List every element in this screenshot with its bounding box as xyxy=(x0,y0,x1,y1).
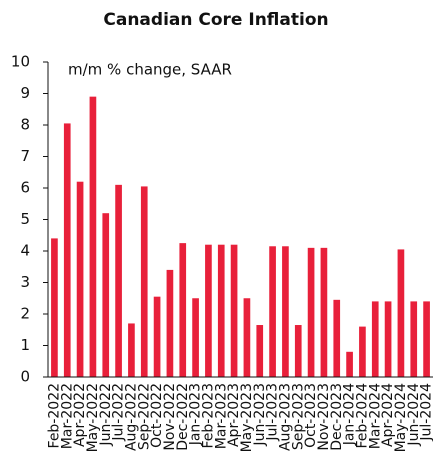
x-tick-label: Aug-2022 xyxy=(123,383,139,451)
x-tick-label: Mar-2022 xyxy=(59,383,75,449)
y-tick-label: 1 xyxy=(20,336,30,354)
x-tick-label: Apr-2024 xyxy=(380,383,396,447)
x-tick-label: Jun-2022 xyxy=(98,383,114,447)
bar xyxy=(205,244,212,377)
bar xyxy=(423,301,430,377)
bar xyxy=(128,323,135,377)
x-tick-label: Jul-2022 xyxy=(111,383,127,442)
x-tick-label: Feb-2023 xyxy=(200,383,216,448)
bar xyxy=(307,247,315,377)
bar xyxy=(294,325,302,377)
bar xyxy=(346,351,353,377)
bar xyxy=(217,244,225,377)
bar xyxy=(115,184,122,377)
y-tick-label: 3 xyxy=(20,273,30,291)
y-tick-label: 8 xyxy=(20,116,30,134)
y-tick-label: 2 xyxy=(20,305,30,323)
bar xyxy=(397,249,405,377)
bar xyxy=(410,301,418,377)
y-tick-label: 9 xyxy=(20,84,30,102)
bar xyxy=(51,238,58,377)
bar xyxy=(192,298,199,377)
bar xyxy=(282,246,289,377)
x-tick-label: Nov-2022 xyxy=(162,383,178,451)
bar xyxy=(166,269,174,377)
x-tick-label: Dec-2023 xyxy=(329,383,345,451)
bar xyxy=(359,326,366,377)
bar xyxy=(256,325,264,377)
x-tick-label: Jun-2023 xyxy=(252,383,268,447)
bar xyxy=(63,123,71,377)
y-tick-label: 4 xyxy=(20,242,30,260)
x-tick-label: May-2022 xyxy=(85,383,101,452)
x-tick-label: Jul-2024 xyxy=(419,383,433,442)
bar xyxy=(371,301,379,377)
bar xyxy=(140,186,148,377)
x-tick-label: Feb-2022 xyxy=(46,383,62,448)
x-tick-label: Dec-2022 xyxy=(175,383,191,451)
x-tick-label: Jun-2024 xyxy=(406,383,422,447)
chart-title: Canadian Core Inflation xyxy=(103,10,328,30)
x-tick-label: Oct-2022 xyxy=(149,383,165,448)
x-tick-label: Mar-2023 xyxy=(213,383,229,449)
bar xyxy=(243,298,251,377)
x-tick-label: Aug-2023 xyxy=(277,383,293,451)
x-tick-label: May-2024 xyxy=(393,383,409,452)
bar xyxy=(269,246,276,377)
bar xyxy=(320,247,328,377)
x-tick-label: Sep-2022 xyxy=(136,383,152,450)
y-tick-label: 6 xyxy=(20,179,30,197)
bar xyxy=(179,243,187,377)
x-tick-label: Jan-2024 xyxy=(342,383,358,446)
x-tick-label: May-2023 xyxy=(239,383,255,452)
y-tick-label: 5 xyxy=(20,210,30,228)
bar xyxy=(333,299,341,377)
x-tick-label: Jul-2023 xyxy=(265,383,281,442)
x-tick-label: Sep-2023 xyxy=(290,383,306,450)
x-tick-label: Feb-2024 xyxy=(354,383,370,449)
annotation: m/m % change, SAAR xyxy=(68,61,232,79)
x-tick-label: Jan-2023 xyxy=(188,383,204,446)
x-tick-label: Oct-2023 xyxy=(303,383,319,448)
y-tick-label: 7 xyxy=(20,147,30,165)
y-tick-label: 0 xyxy=(20,368,30,386)
y-tick-label: 10 xyxy=(11,53,30,71)
x-tick-label: Mar-2024 xyxy=(367,383,383,449)
x-tick-label: Nov-2023 xyxy=(316,383,332,451)
bar xyxy=(102,213,110,377)
bar xyxy=(76,181,84,377)
bar xyxy=(384,301,392,377)
x-tick-label: Apr-2023 xyxy=(226,383,242,447)
bar xyxy=(153,296,161,377)
bar xyxy=(89,96,97,378)
x-tick-label: Apr-2022 xyxy=(72,383,88,447)
bar xyxy=(230,244,238,377)
